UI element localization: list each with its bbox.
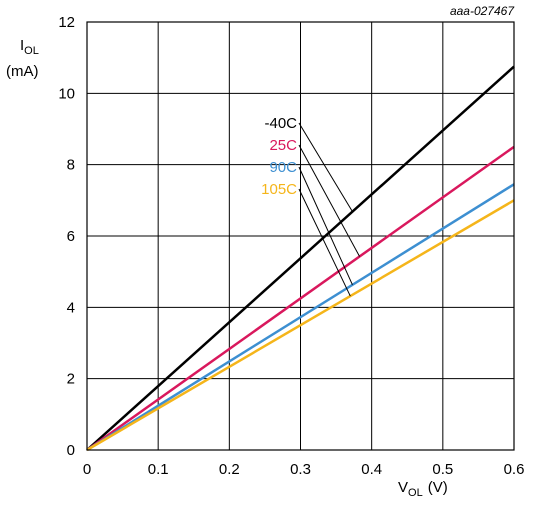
x-axis-title-main: V: [398, 479, 408, 496]
x-tick-label-2: 0.2: [219, 461, 240, 478]
plot-frame: [86, 21, 515, 451]
x-tick-label-0: 0: [83, 461, 91, 478]
y-tick-label-1: 2: [67, 371, 75, 388]
figure-reference: aaa-027467: [450, 4, 515, 18]
y-tick-label-2: 4: [67, 299, 75, 316]
y-tick-label-3: 6: [67, 228, 75, 245]
leader-line-1: [298, 144, 361, 257]
y-axis-title-sub: OL: [24, 45, 39, 57]
series-line-2: [86, 183, 515, 452]
y-axis-title-main: I: [20, 37, 24, 54]
label-leader-lines: [298, 122, 361, 297]
leader-line-0: [298, 122, 353, 212]
x-tick-label-3: 0.3: [290, 461, 311, 478]
series-labels: -40C 25C 90C 105C: [261, 115, 297, 198]
x-tick-labels: 0 0.1 0.2 0.3 0.4 0.5 0.6: [83, 461, 525, 478]
leader-line-3: [298, 188, 351, 297]
grid: [86, 21, 515, 451]
x-tick-label-4: 0.4: [361, 461, 382, 478]
series-label-3: 105C: [261, 181, 297, 198]
y-tick-label-0: 0: [67, 442, 75, 459]
x-axis-title: VOL (V): [398, 479, 448, 499]
series-lines: [86, 65, 515, 452]
series-line-0: [86, 65, 515, 451]
series-line-3: [86, 199, 515, 452]
y-tick-labels: 0 2 4 6 8 10 12: [58, 14, 75, 459]
x-axis-title-unit: (V): [428, 479, 448, 496]
y-tick-label-6: 12: [58, 14, 75, 31]
x-tick-label-5: 0.5: [432, 461, 453, 478]
x-tick-label-6: 0.6: [504, 461, 525, 478]
series-label-0: -40C: [264, 115, 297, 132]
series-label-1: 25C: [269, 137, 297, 154]
series-line-1: [86, 145, 515, 452]
x-tick-label-1: 0.1: [148, 461, 169, 478]
y-tick-label-4: 8: [67, 157, 75, 174]
leader-line-2: [298, 166, 353, 286]
x-axis-title-sub: OL: [408, 487, 423, 499]
series-label-2: 90C: [269, 159, 297, 176]
y-axis-title: IOL: [20, 37, 39, 57]
y-tick-label-5: 10: [58, 85, 75, 102]
y-axis-unit: (mA): [6, 63, 39, 80]
